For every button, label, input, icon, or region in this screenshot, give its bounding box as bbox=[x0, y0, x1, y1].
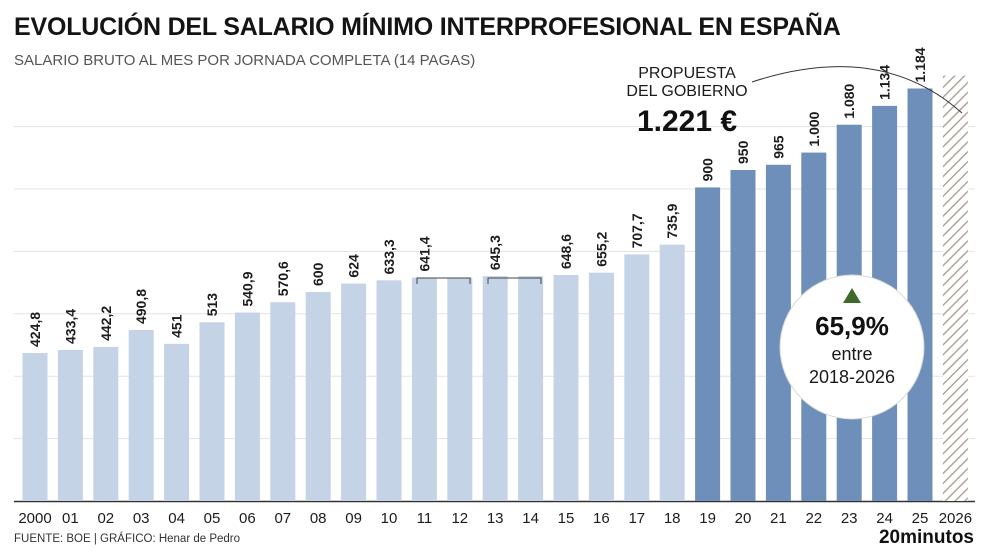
value-label-04: 451 bbox=[169, 314, 185, 338]
value-label-21: 965 bbox=[770, 135, 786, 159]
value-label-09: 624 bbox=[346, 254, 362, 278]
x-axis-ticks: 2000 01 02 03 04 05 06 07 08 09 10 11 12 13 14 15 16 17 18… bbox=[18, 510, 972, 527]
bar-2000 bbox=[22, 352, 48, 501]
tick-label-08: 08 bbox=[310, 510, 327, 527]
growth-label-line2: 2018-2026 bbox=[809, 367, 895, 387]
proposal-value: 1.221 € bbox=[637, 105, 737, 138]
bar-11 bbox=[411, 277, 437, 501]
proposal-connector bbox=[751, 66, 963, 114]
tick-label-04: 04 bbox=[168, 510, 185, 527]
tick-label-11: 11 bbox=[417, 510, 433, 527]
bar-17 bbox=[624, 254, 650, 501]
value-label-2000: 424,8 bbox=[27, 312, 43, 347]
chart-title: EVOLUCIÓN DEL SALARIO MÍNIMO INTERPROFES… bbox=[14, 13, 841, 41]
value-label-16: 655,2 bbox=[593, 231, 609, 266]
tick-label-22: 22 bbox=[805, 510, 822, 527]
bar-09 bbox=[341, 283, 367, 501]
bar-01 bbox=[57, 349, 83, 501]
bar-14 bbox=[518, 276, 544, 501]
bar-07 bbox=[270, 302, 296, 501]
value-label-06: 540,9 bbox=[239, 271, 255, 306]
bar-18 bbox=[659, 244, 685, 501]
bar-12 bbox=[447, 277, 473, 501]
brand-logo: 20minutos bbox=[878, 527, 974, 548]
tick-label-24: 24 bbox=[876, 510, 893, 527]
bar-10 bbox=[376, 280, 402, 501]
tick-label-23: 23 bbox=[841, 510, 858, 527]
value-label-18: 735,9 bbox=[664, 203, 680, 238]
bar-16 bbox=[588, 272, 614, 501]
proposal-label-line1: PROPUESTA bbox=[638, 65, 736, 82]
value-label-03: 490,8 bbox=[133, 289, 149, 324]
value-labels: 424,8 433,4 442,2 490,8 451 513 540,9 570,6 600 6… bbox=[27, 47, 928, 347]
bar-03 bbox=[128, 329, 154, 501]
annotations bbox=[416, 66, 963, 420]
value-label-22: 1.000 bbox=[806, 111, 822, 146]
growth-label-line1: entre bbox=[831, 344, 872, 364]
value-label-10: 633,3 bbox=[381, 239, 397, 274]
value-label-07: 570,6 bbox=[275, 261, 291, 296]
tick-label-13: 13 bbox=[487, 510, 504, 527]
growth-circle bbox=[779, 274, 925, 420]
bracket-2011-2012 bbox=[416, 277, 471, 284]
growth-value: 65,9% bbox=[815, 311, 889, 341]
tick-label-03: 03 bbox=[133, 510, 150, 527]
bar-25 bbox=[907, 88, 933, 501]
bar-15 bbox=[553, 275, 579, 501]
value-label-08: 600 bbox=[310, 262, 326, 286]
tick-label-21: 21 bbox=[770, 510, 787, 527]
tick-label-01: 01 bbox=[62, 510, 79, 527]
tick-label-2026: 2026 bbox=[939, 510, 972, 527]
value-label-13: 645,3 bbox=[487, 235, 503, 270]
tick-label-14: 14 bbox=[522, 510, 539, 527]
tick-label-07: 07 bbox=[274, 510, 291, 527]
value-label-25: 1.184 bbox=[912, 47, 928, 82]
bar-04 bbox=[164, 343, 190, 501]
tick-label-12: 12 bbox=[451, 510, 468, 527]
tick-label-20: 20 bbox=[735, 510, 752, 527]
tick-label-25: 25 bbox=[912, 510, 929, 527]
up-arrow-icon bbox=[843, 288, 861, 303]
value-label-15: 648,6 bbox=[558, 234, 574, 269]
bar-projected-2026 bbox=[942, 75, 968, 501]
tick-label-05: 05 bbox=[204, 510, 221, 527]
source-credit: FUENTE: BOE | GRÁFICO: Henar de Pedro bbox=[14, 533, 241, 545]
tick-label-17: 17 bbox=[628, 510, 645, 527]
tick-label-2000: 2000 bbox=[18, 510, 51, 527]
value-label-24: 1.134 bbox=[877, 65, 893, 100]
tick-label-19: 19 bbox=[699, 510, 716, 527]
value-label-11: 641,4 bbox=[416, 236, 432, 271]
value-label-19: 900 bbox=[700, 158, 716, 182]
bar-13 bbox=[482, 276, 508, 501]
tick-label-18: 18 bbox=[664, 510, 681, 527]
tick-label-09: 09 bbox=[345, 510, 362, 527]
value-label-05: 513 bbox=[204, 293, 220, 317]
value-label-20: 950 bbox=[735, 140, 751, 164]
proposal-label-line2: DEL GOBIERNO bbox=[626, 83, 747, 100]
tick-label-10: 10 bbox=[381, 510, 398, 527]
bar-08 bbox=[305, 291, 331, 501]
value-label-23: 1.080 bbox=[841, 83, 857, 118]
bar-02 bbox=[93, 346, 119, 501]
bar-06 bbox=[234, 312, 260, 501]
tick-label-02: 02 bbox=[97, 510, 114, 527]
bracket-2013-2014 bbox=[487, 277, 542, 284]
value-label-01: 433,4 bbox=[62, 309, 78, 344]
tick-label-06: 06 bbox=[239, 510, 256, 527]
bar-05 bbox=[199, 322, 225, 501]
chart-subtitle: SALARIO BRUTO AL MES POR JORNADA COMPLET… bbox=[14, 52, 476, 69]
value-label-17: 707,7 bbox=[629, 213, 645, 248]
tick-label-16: 16 bbox=[593, 510, 610, 527]
bar-20 bbox=[730, 170, 756, 501]
value-label-02: 442,2 bbox=[98, 306, 114, 341]
tick-label-15: 15 bbox=[558, 510, 575, 527]
bar-19 bbox=[695, 187, 721, 501]
